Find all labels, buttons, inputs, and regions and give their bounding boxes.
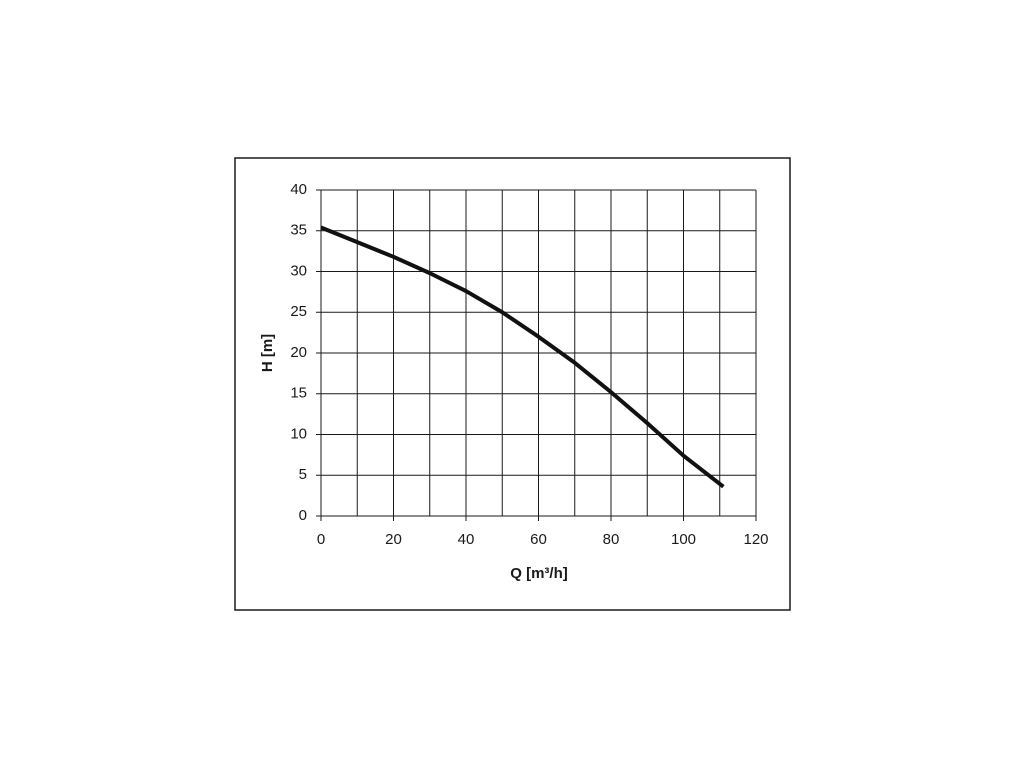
x-tick-label: 40 [458, 531, 475, 548]
chart-frame [234, 157, 791, 611]
x-tick-label: 60 [530, 531, 547, 548]
x-tick-label: 20 [385, 531, 402, 548]
x-tick-label: 100 [671, 531, 696, 548]
y-tick-label: 40 [290, 181, 307, 198]
y-tick-label: 0 [299, 507, 307, 524]
y-axis-title: H [m] [259, 334, 276, 372]
y-tick-label: 5 [299, 466, 307, 483]
y-tick-label: 15 [290, 385, 307, 402]
y-tick-label: 20 [290, 344, 307, 361]
x-tick-label: 120 [743, 531, 768, 548]
y-tick-label: 25 [290, 303, 307, 320]
y-tick-label: 30 [290, 262, 307, 279]
x-tick-label: 80 [603, 531, 620, 548]
x-axis-title: Q [m³/h] [510, 565, 568, 582]
data-line [320, 225, 725, 489]
y-tick-label: 10 [290, 425, 307, 442]
x-tick-label: 0 [317, 531, 325, 548]
y-tick-label: 35 [290, 222, 307, 239]
